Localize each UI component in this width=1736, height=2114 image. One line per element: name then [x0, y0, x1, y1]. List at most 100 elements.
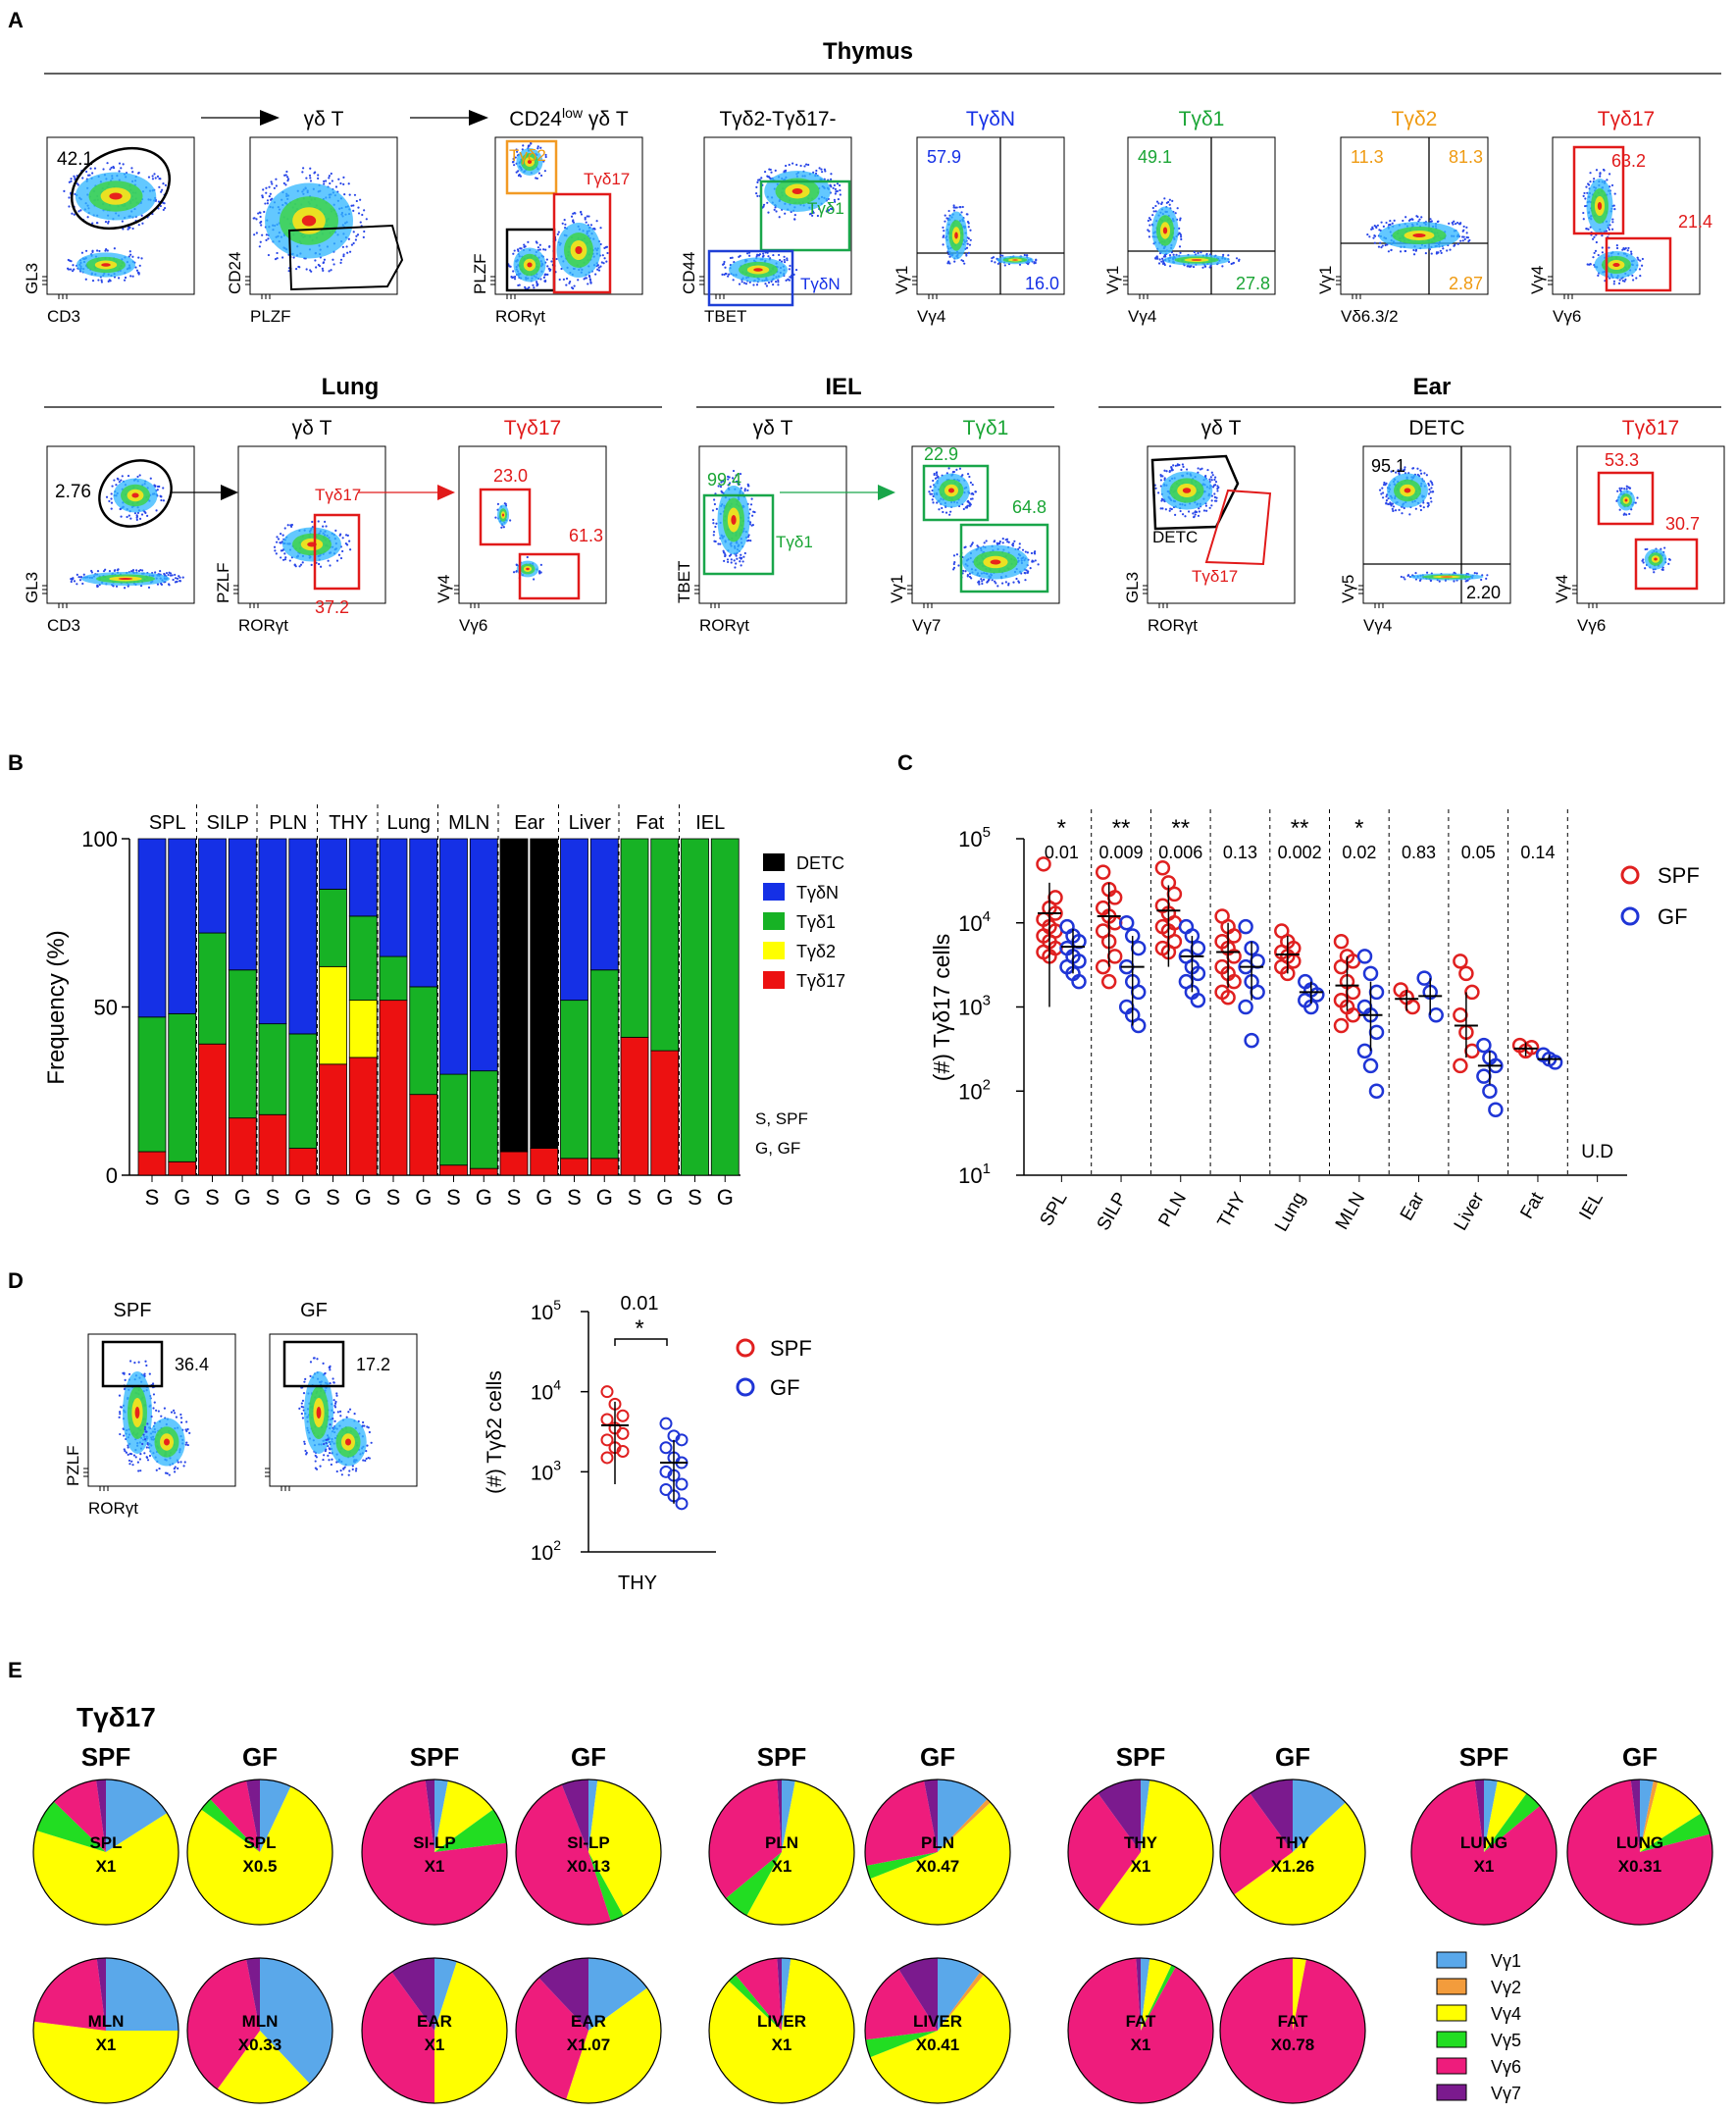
event-dot [88, 174, 91, 177]
event-dot [152, 1393, 156, 1396]
p-value: 0.01 [621, 1293, 659, 1315]
event-dot [715, 522, 718, 525]
event-dot [1630, 250, 1633, 253]
event-dot [762, 252, 765, 255]
event-dot [544, 248, 547, 251]
pie-group-label: GF [571, 1742, 606, 1772]
event-dot [1001, 538, 1004, 541]
event-dot [755, 284, 759, 286]
event-dot [1404, 578, 1406, 581]
data-point [1095, 958, 1111, 975]
event-dot [347, 182, 350, 185]
event-dot [1586, 263, 1589, 266]
event-dot [122, 228, 125, 231]
event-dot [1426, 505, 1430, 508]
event-dot [131, 255, 134, 258]
event-dot [100, 281, 104, 284]
event-dot [1215, 496, 1218, 499]
y-axis-label: Vγ5 [1339, 575, 1357, 603]
event-dot [121, 220, 124, 223]
x-axis-label: Vγ4 [1128, 307, 1156, 326]
event-dot [1615, 244, 1618, 247]
event-dot [127, 228, 129, 231]
event-dot [279, 541, 281, 544]
event-dot [1385, 495, 1388, 498]
event-dot [962, 260, 965, 263]
event-dot [746, 485, 750, 488]
event-dot [347, 1473, 350, 1476]
event-dot [1155, 255, 1158, 258]
pie-scale-label: X0.13 [567, 1857, 610, 1876]
legend-swatch [763, 971, 785, 989]
event-dot [342, 255, 345, 258]
event-dot [362, 235, 365, 238]
event-dot [143, 1427, 146, 1431]
bar-segment [379, 1000, 408, 1176]
event-dot [788, 268, 791, 271]
event-dot [743, 551, 746, 555]
event-dot [712, 518, 715, 521]
event-dot [740, 281, 743, 284]
event-dot [969, 503, 972, 506]
event-dot [96, 585, 99, 588]
event-dot [334, 185, 338, 188]
event-dot [1422, 506, 1425, 509]
event-dot [181, 576, 184, 579]
event-dot [348, 1469, 351, 1472]
event-dot [179, 1413, 182, 1417]
event-dot [1387, 250, 1390, 253]
pie-scale-label: X1 [1131, 2036, 1151, 2054]
event-dot [1486, 574, 1489, 577]
event-dot [740, 564, 742, 567]
event-dot [112, 165, 115, 169]
event-dot [746, 489, 749, 491]
event-dot [1589, 172, 1592, 175]
event-dot [324, 1371, 327, 1375]
event-dot [130, 167, 133, 170]
event-dot [137, 1469, 140, 1472]
event-dot [712, 534, 715, 537]
event-dot [280, 556, 282, 559]
data-point [1416, 970, 1432, 986]
event-dot [723, 559, 726, 562]
y-tick-label: 101 [958, 1160, 991, 1188]
event-dot [1584, 204, 1587, 208]
event-dot [961, 205, 964, 209]
event-dot [795, 163, 798, 167]
event-dot [116, 569, 120, 572]
data-point [1453, 1057, 1468, 1074]
event-dot [1407, 219, 1411, 222]
event-dot [282, 181, 285, 184]
event-dot [932, 479, 935, 483]
event-dot [771, 284, 775, 286]
x-tick-label: THY [618, 1573, 657, 1594]
event-dot [176, 577, 179, 580]
legend-marker [736, 1377, 755, 1397]
event-dot [338, 534, 341, 537]
event-dot [500, 526, 503, 529]
event-dot [354, 1469, 358, 1472]
event-dot [1480, 578, 1483, 582]
event-dot [938, 508, 941, 511]
bar-segment [681, 838, 709, 1176]
event-dot [793, 214, 796, 217]
event-dot [542, 160, 545, 163]
event-dot [365, 1457, 368, 1461]
x-axis-label: TBET [704, 307, 746, 326]
event-dot [68, 205, 71, 208]
event-dot [522, 144, 525, 147]
gate-percent: 63.2 [1611, 151, 1646, 171]
tissue-label: PLN [269, 812, 307, 834]
tissue-label: THY [329, 812, 368, 834]
event-dot [1439, 249, 1442, 252]
event-dot [339, 1469, 342, 1472]
event-dot [1206, 468, 1209, 472]
event-dot [739, 560, 741, 563]
event-dot [533, 286, 536, 289]
event-dot [967, 237, 970, 240]
event-dot [577, 279, 580, 282]
event-dot [309, 1361, 313, 1364]
event-dot [520, 247, 523, 250]
event-dot [1437, 251, 1440, 254]
